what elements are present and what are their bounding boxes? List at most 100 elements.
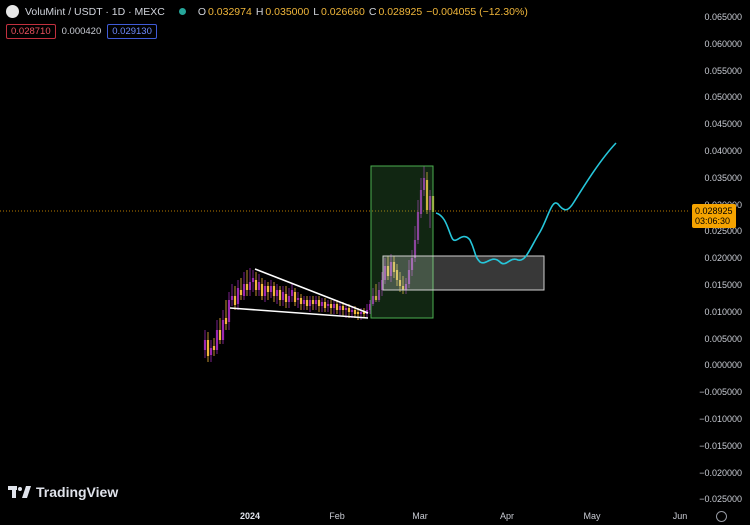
price-axis[interactable]: 0.065000 0.060000 0.055000 0.050000 0.045000…: [690, 0, 750, 505]
candle-body: [323, 302, 327, 308]
time-tick: Feb: [329, 511, 345, 521]
price-tick: 0.000000: [704, 360, 742, 371]
time-tick: Mar: [412, 511, 428, 521]
price-tick: 0.055000: [704, 65, 742, 76]
price-tick: 0.060000: [704, 38, 742, 49]
candle-body: [389, 262, 393, 276]
wedge-lower-line: [229, 307, 369, 319]
candle-body: [209, 348, 213, 355]
candle-body: [359, 312, 363, 314]
candle-body: [242, 284, 246, 296]
tradingview-logo-icon: [8, 486, 31, 498]
candle-body: [371, 296, 375, 304]
candle-body: [293, 292, 297, 302]
candle-body: [311, 300, 315, 304]
price-tick: −0.015000: [699, 440, 742, 451]
brand-name: TradingView: [36, 484, 119, 500]
candle-body: [245, 284, 249, 290]
price-tick: 0.015000: [704, 280, 742, 290]
candle-body: [206, 340, 210, 356]
price-tick: −0.025000: [699, 494, 742, 505]
candle-body: [296, 298, 300, 300]
wedge-upper-line: [254, 268, 369, 314]
candle-body: [404, 284, 408, 290]
ohlc-close-key: C: [368, 5, 377, 18]
bid-badge[interactable]: 0.028710: [6, 24, 56, 39]
candle-body: [266, 286, 270, 292]
candle-body: [380, 280, 384, 290]
projection-curve: [435, 142, 617, 265]
candle-body: [422, 178, 426, 190]
ohlc-open-key: O: [197, 5, 207, 18]
time-tick: Apr: [499, 511, 515, 521]
candle-body: [305, 300, 309, 306]
candle-body: [251, 278, 255, 282]
candle-body: [335, 304, 339, 310]
time-tick: 2024: [239, 511, 261, 521]
candle-body: [269, 286, 273, 292]
candle-body: [413, 240, 417, 258]
candle-body: [398, 280, 402, 286]
candle-body: [263, 286, 267, 296]
price-tick: −0.010000: [699, 414, 742, 424]
market-status-icon: [178, 8, 186, 15]
candle-body: [236, 288, 240, 304]
candle-body: [419, 190, 423, 214]
time-axis[interactable]: 2024 Feb Mar Apr May Jun: [0, 505, 750, 525]
candle-body: [221, 320, 225, 340]
candle-body: [230, 296, 234, 300]
candle-body: [233, 296, 237, 305]
candle-body: [428, 196, 432, 210]
candle-body: [284, 294, 288, 302]
candle-body: [368, 304, 372, 310]
price-tick: −0.005000: [699, 387, 742, 398]
candle-body: [425, 180, 429, 210]
price-tick: 0.025000: [704, 226, 742, 237]
candle-body: [341, 306, 345, 310]
price-tick: −0.020000: [699, 467, 742, 478]
spread-value: 0.000420: [61, 26, 102, 37]
ohlc-high-value: 0.035000: [265, 5, 310, 18]
ohlc-high-key: H: [255, 5, 264, 18]
candle-body: [353, 310, 357, 314]
candle-body: [326, 304, 330, 306]
bar-countdown: 03:06:30: [695, 216, 731, 226]
candle-body: [416, 212, 420, 240]
candle-body: [386, 266, 390, 276]
settings-gear-icon[interactable]: [716, 511, 727, 522]
candle-body: [254, 280, 258, 290]
candle-body: [401, 286, 405, 290]
candle-body: [287, 296, 291, 302]
candle-body: [320, 302, 324, 306]
candle-body: [332, 304, 336, 308]
candle-body: [302, 300, 306, 304]
ohlc-open-value: 0.032974: [208, 5, 252, 18]
candle-body: [203, 340, 207, 350]
last-price-value: 0.028925: [695, 206, 733, 216]
candle-body: [290, 290, 294, 296]
candle-body: [395, 270, 399, 280]
price-chart[interactable]: [0, 0, 690, 505]
candle-body: [218, 330, 222, 340]
symbol-title[interactable]: VoluMint / USDT · 1D · MEXC: [25, 5, 165, 18]
price-tick: 0.020000: [704, 253, 742, 264]
candle-body: [350, 310, 354, 312]
price-tick: 0.035000: [704, 172, 742, 183]
candle-body: [329, 304, 333, 308]
ohlc-low-value: 0.026660: [321, 5, 365, 18]
candle-body: [239, 290, 243, 295]
candle-body: [317, 300, 321, 306]
ask-badge[interactable]: 0.029130: [107, 24, 157, 39]
candle-body: [356, 312, 360, 314]
candle-body: [248, 282, 252, 290]
candle-body: [392, 262, 396, 272]
candle-body: [299, 298, 303, 304]
candle-body: [224, 318, 228, 324]
candle-body: [407, 270, 411, 284]
candle-body: [272, 286, 276, 296]
tradingview-logo[interactable]: TradingView: [8, 484, 118, 500]
candle-body: [338, 306, 342, 310]
price-tick: 0.010000: [704, 306, 742, 317]
time-tick: May: [583, 511, 601, 521]
